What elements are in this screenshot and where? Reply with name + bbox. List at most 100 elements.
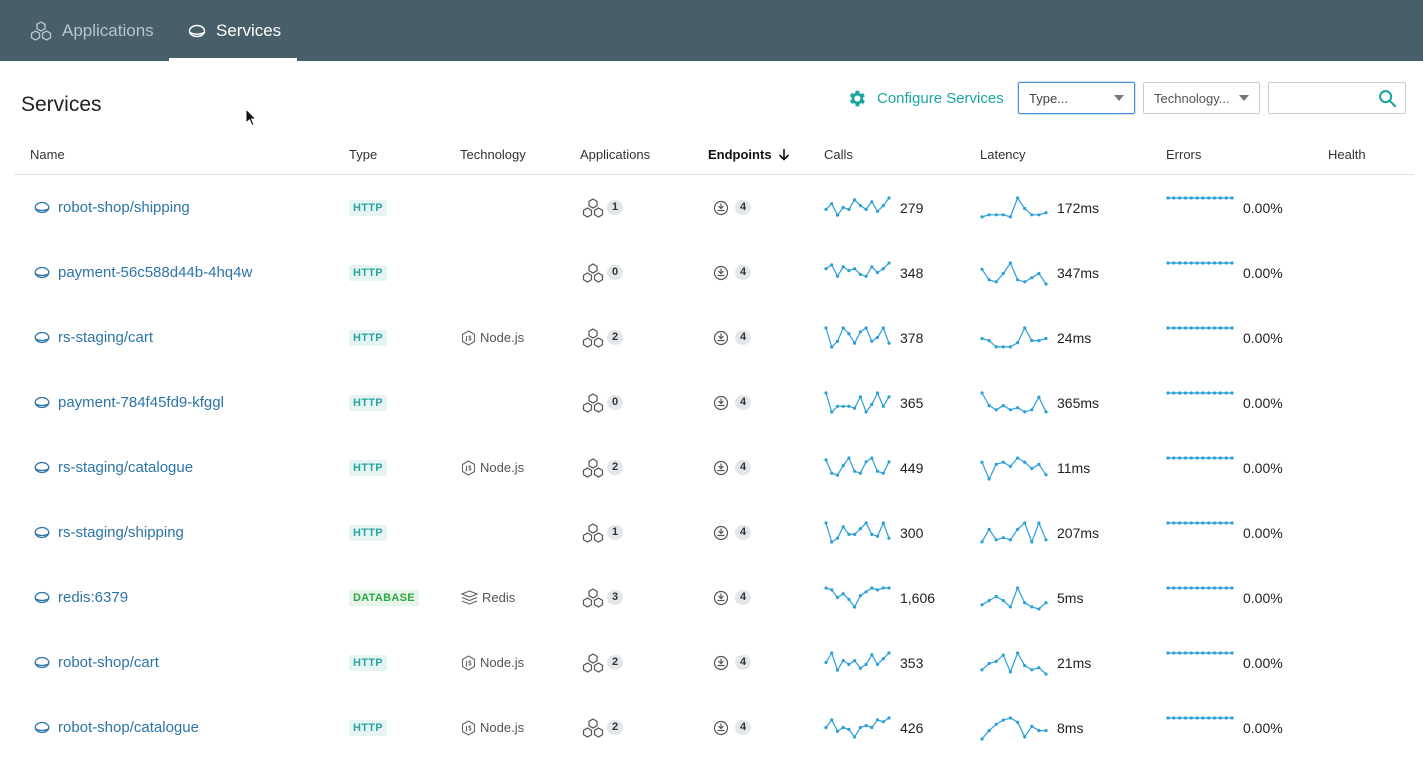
- table-row[interactable]: payment-784f45fd9-kfggl HTTP 0 4 365 365ms 0.0…: [0, 370, 1423, 435]
- sparkline-point: [870, 585, 874, 590]
- sparkline-point: [1212, 195, 1217, 200]
- table-row[interactable]: redis:6379 DATABASE Redis 3 4 1,606 5ms 0.00%: [0, 565, 1423, 630]
- service-name-link[interactable]: robot-shop/catalogue: [34, 695, 199, 760]
- sparkline-point: [1178, 650, 1182, 655]
- calls-cell: 1,606: [824, 565, 935, 630]
- tab-services[interactable]: Services: [169, 0, 297, 61]
- sparkline-point: [1172, 260, 1176, 265]
- column-header-errors[interactable]: Errors: [1166, 147, 1202, 162]
- column-header-health[interactable]: Health: [1328, 147, 1366, 162]
- errors-sparkline: [1166, 260, 1234, 265]
- tab-applications[interactable]: Applications: [30, 0, 154, 61]
- search-icon[interactable]: [1378, 89, 1397, 108]
- endpoints-cell: 4: [713, 630, 751, 695]
- endpoints-cell: 4: [713, 305, 751, 370]
- technology-filter-select[interactable]: Technology...: [1143, 82, 1260, 114]
- technology-filter-value: Technology...: [1154, 90, 1230, 106]
- sparkline-point: [980, 390, 984, 395]
- sparkline-line: [825, 391, 890, 413]
- sparkline-point: [1001, 653, 1005, 657]
- sparkline-point: [1189, 585, 1193, 590]
- type-badge: HTTP: [349, 329, 387, 346]
- column-header-latency[interactable]: Latency: [980, 147, 1026, 162]
- sparkline-point: [858, 471, 862, 475]
- column-header-applications[interactable]: Applications: [580, 147, 651, 162]
- latency-sparkline: [980, 650, 1048, 676]
- service-name-link[interactable]: rs-staging/catalogue: [34, 435, 193, 500]
- sparkline-point: [1218, 715, 1222, 720]
- sparkline-point: [1166, 650, 1170, 655]
- service-name-link[interactable]: rs-staging/cart: [34, 305, 153, 370]
- column-header-endpoints[interactable]: Endpoints: [708, 147, 790, 162]
- sparkline-point: [1037, 212, 1041, 216]
- tab-services-label: Services: [216, 20, 282, 40]
- applications-icon: [582, 587, 604, 608]
- sparkline-point: [824, 390, 828, 395]
- service-name-link[interactable]: robot-shop/shipping: [34, 175, 190, 240]
- sparkline-point: [1023, 520, 1027, 525]
- service-name-link[interactable]: payment-784f45fd9-kfggl: [34, 370, 224, 435]
- service-name-link[interactable]: robot-shop/cart: [34, 630, 159, 695]
- table-row[interactable]: robot-shop/catalogue HTTP Node.js 2 4 426 8ms 0…: [0, 695, 1423, 760]
- service-name-link[interactable]: payment-56c588d44b-4hq4w: [34, 240, 252, 305]
- table-row[interactable]: rs-staging/cart HTTP Node.js 2 4 378 24ms 0.00%: [0, 305, 1423, 370]
- sparkline-point: [853, 197, 857, 201]
- latency-sparkline: [980, 520, 1048, 544]
- service-name-link[interactable]: redis:6379: [34, 565, 128, 630]
- table-row[interactable]: rs-staging/catalogue HTTP Node.js 2 4 449 11ms…: [0, 435, 1423, 500]
- service-icon: [188, 24, 206, 37]
- table-row[interactable]: rs-staging/shipping HTTP 1 4 300 207ms 0.00%: [0, 500, 1423, 565]
- calls-value: 449: [900, 459, 924, 476]
- sparkline-point: [1224, 715, 1228, 720]
- service-icon: [34, 591, 50, 604]
- column-header-name[interactable]: Name: [30, 147, 65, 162]
- sparkline-point: [1224, 520, 1228, 525]
- table-row[interactable]: payment-56c588d44b-4hq4w HTTP 0 4 348 347ms 0.…: [0, 240, 1423, 305]
- sparkline-point: [1016, 527, 1020, 531]
- sparkline-point: [824, 457, 828, 461]
- sparkline-point: [1195, 325, 1199, 330]
- sparkline-point: [1030, 724, 1034, 728]
- sparkline-point: [1218, 260, 1222, 265]
- sparkline-point: [980, 460, 984, 464]
- search-input[interactable]: [1269, 83, 1374, 113]
- sparkline-point: [858, 725, 862, 729]
- calls-sparkline: [824, 585, 891, 609]
- endpoints-count-badge: 4: [735, 330, 751, 345]
- service-icon: [34, 721, 50, 734]
- sparkline-point: [858, 593, 862, 597]
- table-row[interactable]: robot-shop/shipping HTTP 1 4 279 172ms 0.00%: [0, 175, 1423, 240]
- errors-sparkline: [1166, 650, 1234, 655]
- nodejs-icon: [461, 719, 476, 736]
- calls-sparkline: [824, 650, 891, 672]
- configure-services-button[interactable]: Configure Services: [846, 86, 1004, 110]
- sparkline-line: [825, 520, 890, 543]
- sparkline-point: [835, 274, 840, 278]
- endpoints-cell: 4: [713, 240, 751, 305]
- sparkline-line: [981, 651, 1047, 674]
- column-header-type[interactable]: Type: [349, 147, 378, 162]
- sparkline-point: [994, 212, 998, 216]
- errors-value: 0.00%: [1243, 329, 1283, 346]
- endpoints-cell: 4: [713, 565, 751, 630]
- column-header-calls[interactable]: Calls: [824, 147, 853, 162]
- sparkline-point: [1230, 260, 1234, 265]
- endpoints-count-badge: 4: [735, 590, 751, 605]
- column-header-technology[interactable]: Technology: [460, 147, 526, 162]
- latency-value: 11ms: [1057, 459, 1091, 476]
- service-name-link[interactable]: rs-staging/shipping: [34, 500, 184, 565]
- sparkline-point: [1044, 537, 1048, 541]
- sparkline-point: [1195, 650, 1199, 655]
- sparkline-point: [875, 662, 880, 666]
- errors-cell: 0.00%: [1166, 240, 1283, 305]
- sparkline-line: [825, 262, 890, 278]
- applications-count-badge: 2: [607, 655, 623, 670]
- sparkline-point: [1178, 455, 1182, 460]
- table-row[interactable]: robot-shop/cart HTTP Node.js 2 4 353 21ms 0.00%: [0, 630, 1423, 695]
- endpoints-count-badge: 4: [735, 460, 751, 475]
- sparkline-point: [1172, 650, 1176, 655]
- type-filter-select[interactable]: Type...: [1018, 82, 1135, 114]
- applications-count-badge: 3: [607, 590, 623, 605]
- technology-cell: Node.js: [461, 435, 524, 500]
- sparkline-point: [1166, 325, 1170, 330]
